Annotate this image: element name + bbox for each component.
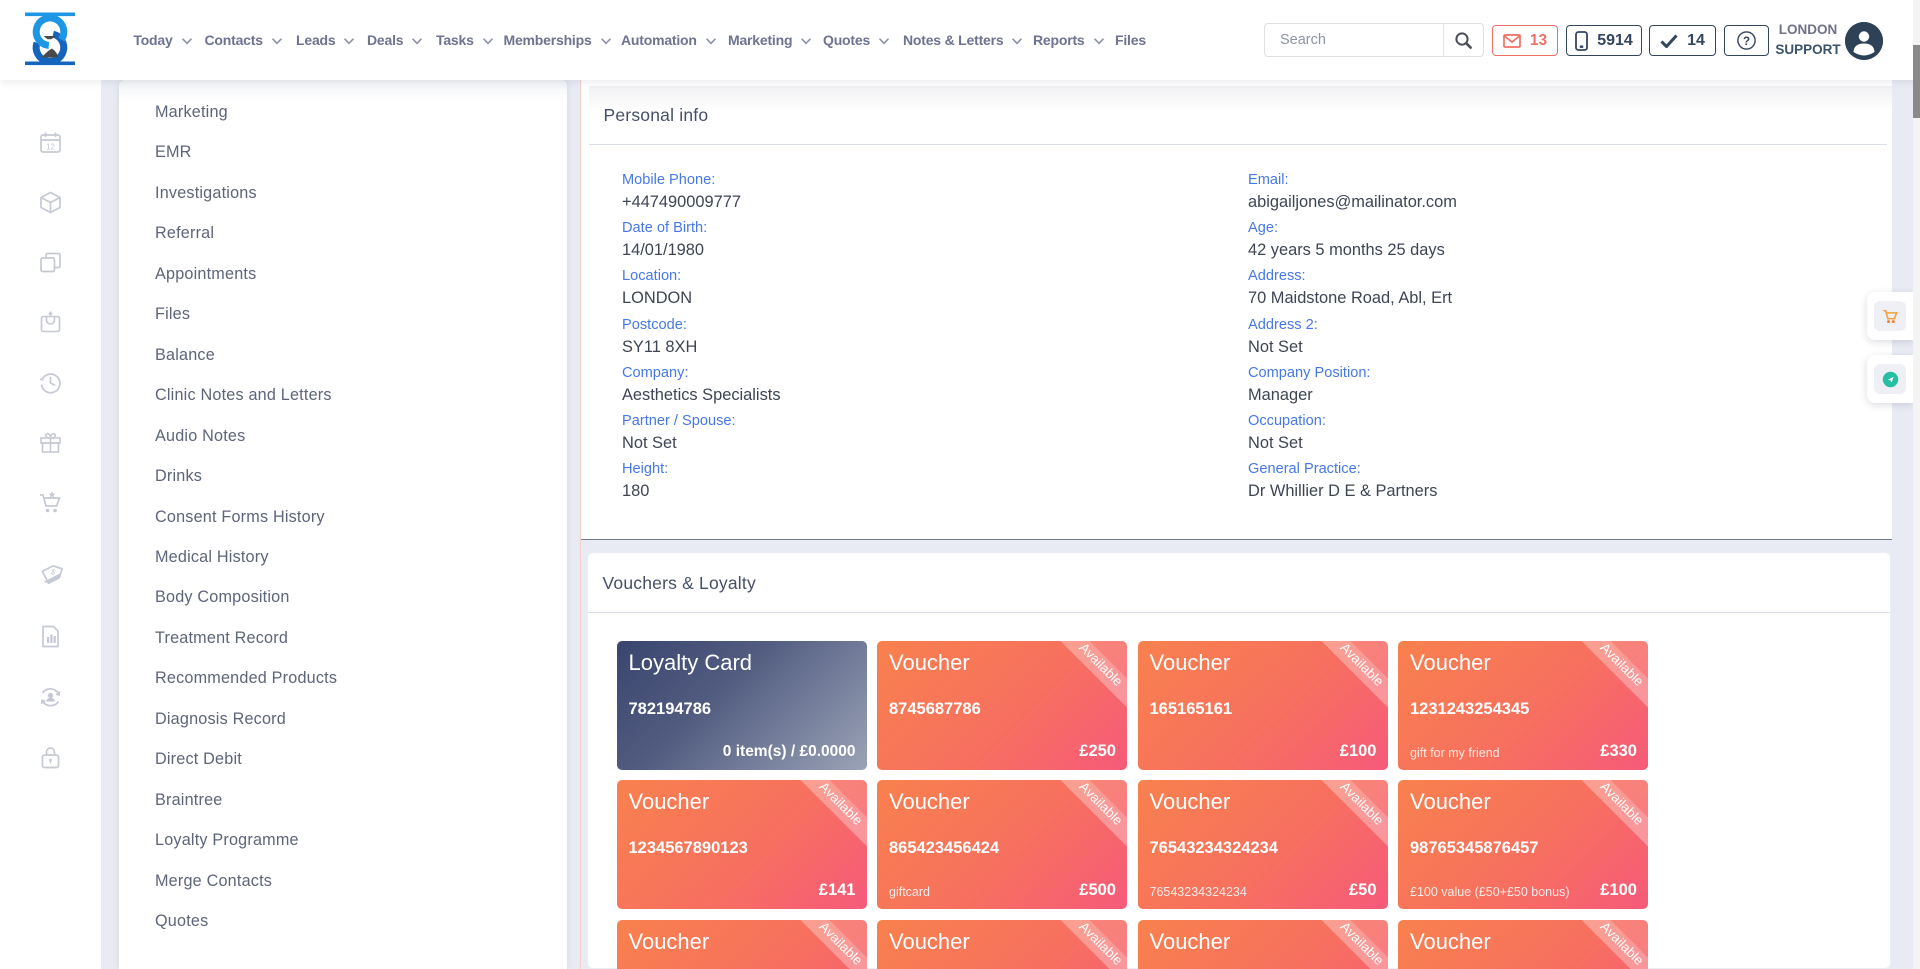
svg-text:12: 12 bbox=[46, 142, 55, 151]
svg-text:$: $ bbox=[50, 567, 58, 577]
svg-text:?: ? bbox=[1743, 36, 1750, 48]
